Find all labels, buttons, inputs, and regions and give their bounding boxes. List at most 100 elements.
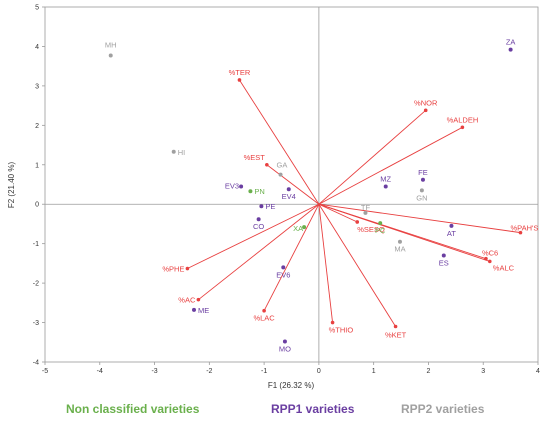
variable-label: %PHE: [162, 265, 184, 274]
y-tick-label: 4: [35, 44, 39, 51]
point-marker: [171, 149, 176, 154]
variable-vector: [198, 203, 320, 301]
point-marker: [239, 184, 244, 189]
variable-label: %ALDEH: [447, 115, 479, 124]
variable-label: %KET: [385, 331, 407, 340]
point-label: TF: [361, 203, 371, 212]
point-label: MO: [279, 344, 291, 353]
point-label: MH: [105, 41, 117, 50]
point-marker: [383, 184, 388, 189]
point-marker: [286, 187, 291, 192]
point-label: AT: [447, 229, 456, 238]
variable-vector: [266, 164, 320, 205]
variable-label: %C6: [482, 249, 498, 258]
x-tick-label: -4: [97, 368, 103, 375]
variable-label: %SESQ: [357, 225, 385, 234]
y-tick-label: -3: [33, 320, 39, 327]
x-tick-label: 4: [536, 368, 540, 375]
y-tick-label: -4: [33, 360, 39, 367]
variable-marker: [185, 266, 190, 271]
point-label: ME: [198, 306, 209, 315]
point-label: XA: [293, 224, 303, 233]
variable-vector: [318, 204, 334, 323]
y-tick-label: -2: [33, 281, 39, 288]
point-label: FE: [418, 168, 428, 177]
point-marker: [378, 221, 383, 226]
y-tick-label: -1: [33, 241, 39, 248]
point-marker: [248, 189, 253, 194]
x-tick-label: -5: [42, 368, 48, 375]
point-label: GA: [277, 161, 288, 170]
zero-axes: [45, 7, 538, 362]
y-tick-label: 5: [35, 5, 39, 12]
point-label: ES: [439, 259, 449, 268]
point-marker: [420, 177, 425, 182]
variable-label: %PAH'S: [510, 224, 538, 233]
plot-area-border: [44, 6, 539, 363]
variable-marker: [393, 324, 398, 329]
point-marker: [508, 47, 513, 52]
variable-label: %TER: [229, 68, 251, 77]
x-tick-label: 2: [426, 368, 430, 375]
variable-marker: [262, 308, 266, 313]
point-label: PC: [375, 226, 386, 235]
variable-vector: [318, 203, 396, 327]
point-label: MA: [394, 245, 405, 254]
variable-marker: [355, 220, 360, 224]
legend-rpp1: RPP1 varieties: [271, 402, 355, 416]
point-marker: [419, 188, 424, 193]
point-marker: [191, 307, 196, 312]
point-label: GN: [416, 193, 427, 202]
y-axis-title: F2 (21.40 %): [7, 162, 16, 209]
x-tick-label: 3: [481, 368, 485, 375]
variable-vector: [318, 203, 358, 223]
variable-label: %LAC: [253, 314, 275, 323]
point-label: ZA: [506, 38, 516, 47]
point-label: PN: [254, 187, 264, 196]
variable-vector: [318, 110, 427, 205]
point-marker: [108, 53, 113, 58]
variable-label: %THIO: [329, 326, 354, 335]
y-tick-label: 1: [35, 162, 39, 169]
point-marker: [449, 223, 454, 228]
legend-non-classified: Non classified varieties: [66, 402, 200, 416]
variable-vector: [263, 204, 320, 311]
x-tick-label: -1: [261, 368, 267, 375]
variable-label: %ALC: [493, 263, 515, 272]
variable-marker: [237, 78, 242, 82]
point-marker: [397, 239, 402, 244]
point-label: HI: [178, 148, 186, 157]
point-marker: [302, 225, 307, 230]
x-tick-label: 0: [317, 368, 321, 375]
variable-vector: [318, 203, 521, 234]
y-tick-label: 2: [35, 123, 39, 130]
variable-marker: [423, 108, 428, 113]
variable-marker: [265, 162, 269, 167]
observation-points: PN XA PC ZA EV3 EV4 PE CO MZ FE AT ES EV6 ME MO MH HI GA G…: [105, 38, 516, 354]
point-label: MZ: [380, 174, 391, 183]
point-label: EV3: [225, 181, 239, 190]
variable-marker: [196, 297, 201, 302]
point-label: PE: [265, 202, 275, 211]
x-tick-label: -2: [206, 368, 212, 375]
variable-label: %AC: [178, 296, 196, 305]
point-marker: [259, 204, 264, 209]
point-marker: [441, 253, 446, 258]
point-marker: [281, 265, 286, 270]
point-label: EV6: [276, 270, 290, 279]
point-marker: [256, 217, 261, 222]
point-label: EV4: [282, 192, 296, 201]
y-tick-label: 0: [35, 202, 39, 209]
variable-vectors: %TER %NOR %ALDEH %EST %PAH'S %C6 %ALC %SESQ %PHE…: [162, 68, 538, 340]
variable-vector: [239, 79, 320, 205]
point-marker: [363, 210, 368, 215]
variable-vector: [318, 203, 490, 262]
variable-marker: [518, 230, 523, 235]
point-marker: [282, 339, 287, 344]
variable-label: %EST: [244, 153, 266, 162]
y-tick-label: 3: [35, 83, 39, 90]
point-label: CO: [253, 222, 264, 231]
point-marker: [278, 172, 283, 177]
